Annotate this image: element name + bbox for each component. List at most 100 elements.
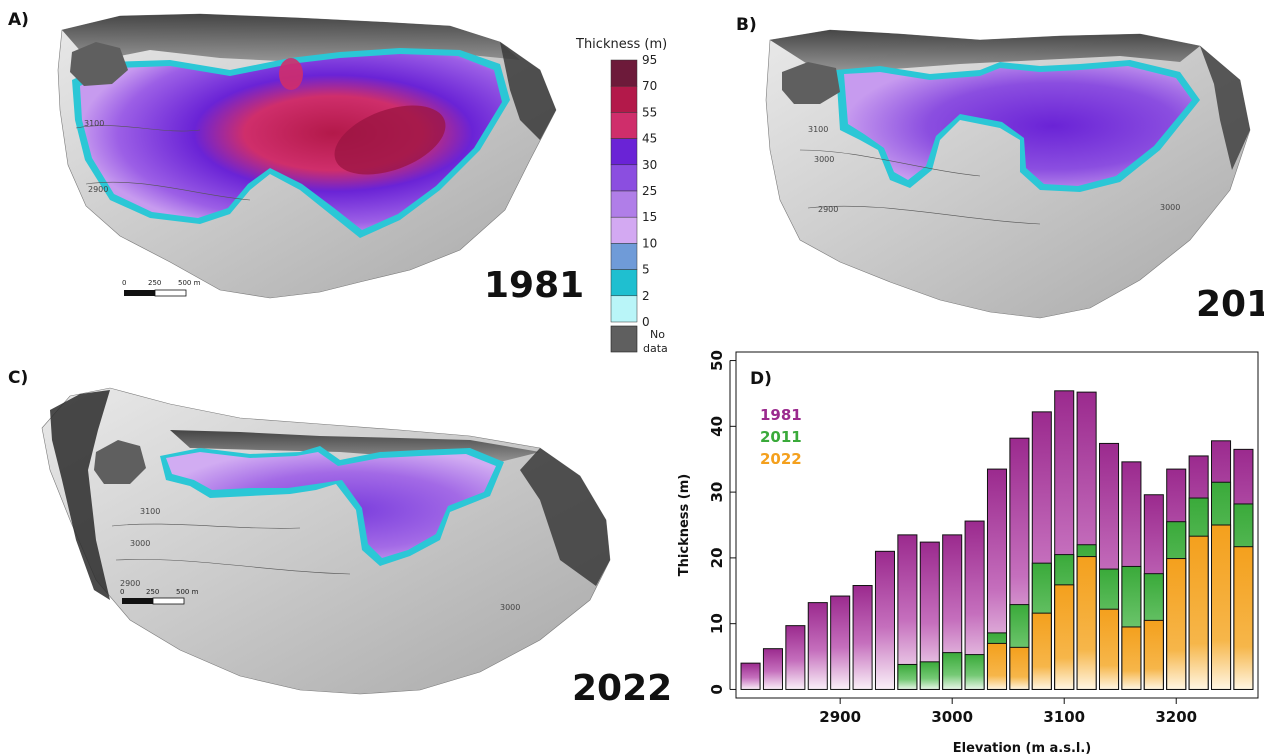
panel-d-letter: D) bbox=[750, 369, 772, 389]
legend-swatch bbox=[610, 59, 638, 87]
bar-1981 bbox=[852, 585, 873, 690]
legend-swatch bbox=[610, 216, 638, 244]
ridge-shadow bbox=[50, 390, 110, 600]
plot-frame bbox=[735, 351, 1259, 699]
map-1981 bbox=[57, 13, 557, 299]
bar-2011 bbox=[964, 654, 985, 690]
year-label-2022: 2022 bbox=[572, 668, 673, 709]
legend-swatch bbox=[610, 295, 638, 323]
contour-label: 3000 bbox=[1160, 203, 1180, 212]
ridge-shadow bbox=[770, 30, 1200, 72]
contour-label: 3000 bbox=[814, 155, 834, 164]
legend-tick-label: 95 bbox=[642, 53, 657, 67]
legend-tick-labels: 95 70 55 45 30 25 15 10 5 2 0 bbox=[642, 53, 657, 329]
legend-tick-label: 45 bbox=[642, 132, 657, 146]
bar-1981 bbox=[830, 595, 851, 690]
contour-label: 2900 bbox=[120, 579, 140, 588]
bar-1981 bbox=[807, 602, 828, 690]
ridge-shadow-right bbox=[1200, 46, 1250, 170]
legend-tick-label: 5 bbox=[642, 263, 650, 277]
ridge-shadow-right bbox=[500, 42, 556, 140]
nodata-patch-2022 bbox=[94, 440, 146, 484]
legend-tick-label: 70 bbox=[642, 79, 657, 93]
legend-colorbar bbox=[610, 59, 638, 323]
y-axis-label: Thickness (m) bbox=[677, 474, 692, 576]
y-tick-label: 30 bbox=[708, 482, 726, 503]
x-tick-label: 3100 bbox=[1043, 708, 1085, 726]
y-axis: 0 10 20 30 40 50 bbox=[708, 350, 736, 695]
legend-swatch bbox=[610, 243, 638, 270]
bar-2022 bbox=[1031, 612, 1052, 690]
bar-2022 bbox=[1143, 619, 1164, 690]
nodata-patch-1981 bbox=[70, 42, 128, 86]
x-tick-label: 3000 bbox=[931, 708, 973, 726]
contour-label: 2900 bbox=[818, 205, 838, 214]
bar-2022 bbox=[1121, 626, 1142, 690]
year-label-1981: 1981 bbox=[484, 265, 585, 306]
bar-2011 bbox=[897, 663, 918, 690]
contour-line bbox=[799, 149, 981, 177]
panel-c-letter: C) bbox=[8, 368, 29, 388]
x-axis-label: Elevation (m a.s.l.) bbox=[953, 741, 1092, 756]
x-tick-label: 2900 bbox=[819, 708, 861, 726]
legend-tick-label: 10 bbox=[642, 236, 657, 250]
glacier-thickness-2022 bbox=[166, 452, 496, 558]
contour-label: 3000 bbox=[500, 603, 520, 612]
bar-2022 bbox=[1098, 608, 1120, 690]
y-tick-label: 20 bbox=[708, 547, 726, 568]
year-label-2011: 2011 bbox=[1196, 284, 1264, 325]
nodata-patch-2011 bbox=[782, 62, 840, 104]
legend-tick-label: 0 bbox=[642, 315, 650, 329]
thickness-bar-chart: 0 10 20 30 40 50 2900 3000 3100 3200 D) 1981 2011… bbox=[677, 350, 1259, 756]
scale-tick: 500 m bbox=[178, 279, 201, 287]
terrain-hillshade bbox=[41, 387, 611, 695]
legend-swatch bbox=[610, 269, 638, 297]
legend-swatch bbox=[610, 112, 638, 139]
legend-entry-2011: 2011 bbox=[760, 428, 802, 446]
contour-line bbox=[111, 523, 301, 529]
contour-line bbox=[807, 205, 1041, 225]
bar-2011 bbox=[942, 652, 963, 690]
bar-1981 bbox=[874, 550, 896, 690]
y-tick-label: 0 bbox=[708, 684, 726, 694]
bar-2022 bbox=[986, 642, 1008, 690]
scale-tick: 250 bbox=[146, 588, 159, 596]
map-2022 bbox=[41, 387, 611, 695]
bar-2022 bbox=[1211, 524, 1232, 690]
legend-swatch bbox=[610, 85, 638, 113]
scale-bar-1981 bbox=[124, 289, 187, 297]
contour-label: 3100 bbox=[808, 125, 828, 134]
scale-tick: 250 bbox=[148, 279, 161, 287]
contour-label: 3000 bbox=[130, 539, 150, 548]
map-2011 bbox=[765, 29, 1251, 319]
legend-nodata-label: data bbox=[643, 342, 668, 355]
contour-line bbox=[75, 125, 201, 132]
glacier-thickness-1981 bbox=[80, 54, 502, 230]
ridge-shadow-right bbox=[520, 448, 610, 586]
legend-tick-label: 55 bbox=[642, 105, 657, 119]
thick-spot-1981 bbox=[279, 58, 303, 90]
scale-tick: 0 bbox=[122, 279, 126, 287]
scale-bar-2022 bbox=[122, 597, 185, 605]
legend-nodata-label: No bbox=[650, 328, 665, 341]
legend-nodata-swatch bbox=[610, 325, 638, 353]
bar-2011 bbox=[919, 661, 940, 690]
legend-swatch bbox=[610, 164, 638, 192]
scale-tick: 0 bbox=[120, 588, 124, 596]
panel-b-letter: B) bbox=[736, 15, 757, 35]
glacier-thickness-2011 bbox=[844, 66, 1192, 186]
thick-core-1981 bbox=[334, 105, 446, 175]
panel-a-letter: A) bbox=[8, 10, 29, 30]
bar-2022 bbox=[1233, 546, 1254, 690]
scale-tick: 500 m bbox=[176, 588, 199, 596]
y-tick-label: 50 bbox=[708, 350, 726, 371]
legend-tick-label: 30 bbox=[642, 158, 657, 172]
bar-2022 bbox=[1009, 646, 1030, 690]
series-2022-bars bbox=[986, 524, 1254, 690]
legend-swatch bbox=[610, 190, 638, 218]
x-axis: 2900 3000 3100 3200 bbox=[819, 698, 1197, 726]
contour-label: 3100 bbox=[84, 119, 104, 128]
bar-2022 bbox=[1054, 584, 1075, 690]
contour-line bbox=[115, 559, 351, 575]
